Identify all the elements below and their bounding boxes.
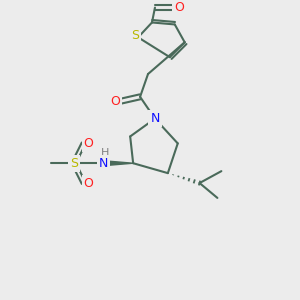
Text: H: H	[101, 148, 110, 158]
Text: N: N	[99, 157, 108, 170]
Text: S: S	[131, 29, 139, 42]
Text: O: O	[174, 1, 184, 14]
Text: O: O	[110, 95, 120, 108]
Polygon shape	[103, 161, 133, 166]
Text: O: O	[84, 176, 94, 190]
Text: S: S	[70, 157, 78, 170]
Text: O: O	[84, 137, 94, 150]
Text: N: N	[150, 112, 160, 125]
